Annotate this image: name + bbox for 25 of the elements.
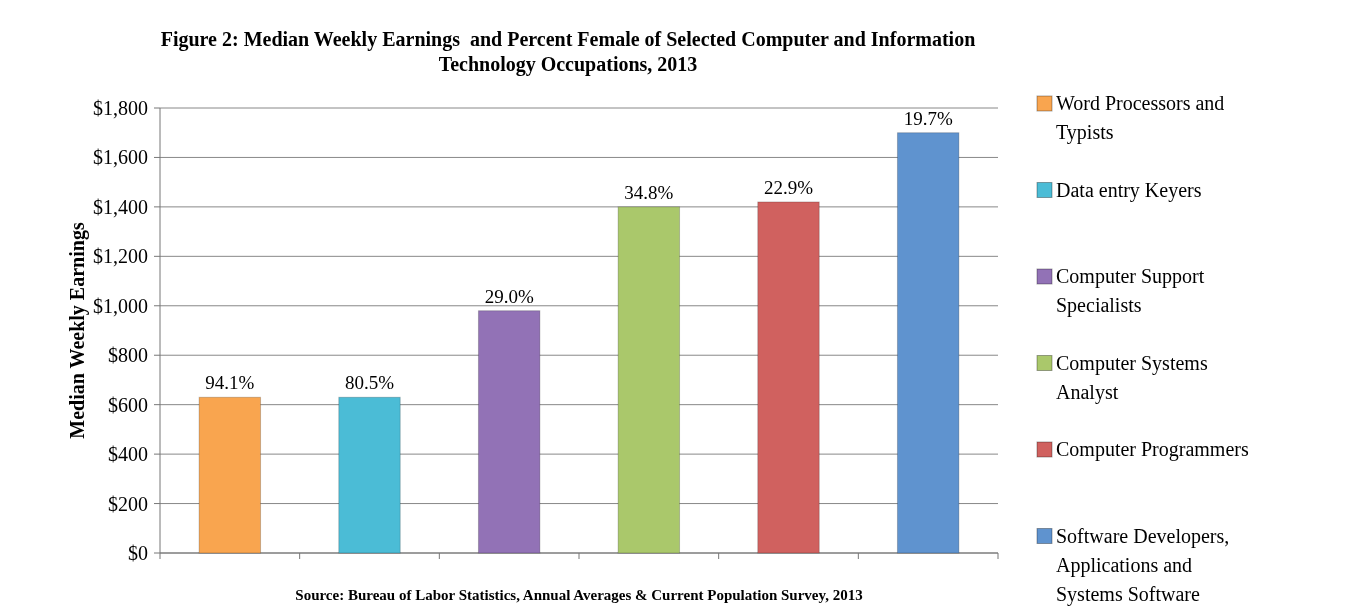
y-tick-label: $1,600 — [93, 146, 148, 169]
y-axis-title: Median Weekly Earnings — [66, 222, 89, 439]
legend-label: Computer Support Specialists — [1056, 265, 1205, 317]
legend-label: Data entry Keyers — [1056, 178, 1202, 202]
annotation: 29.0% — [484, 285, 534, 307]
source-note: Source: Bureau of Labor Statistics, Annual Averages & Current Population Survey, 2013 — [295, 587, 863, 603]
y-tick-label: $400 — [108, 443, 148, 466]
annotation: 34.8% — [624, 181, 674, 203]
y-tick-label: $0 — [128, 542, 148, 564]
y-tick-label: $1,800 — [93, 97, 148, 119]
annotation: 22.9% — [763, 176, 814, 198]
chart-title: Figure 2: Median Weekly Earnings and Percent Female of Selected Computer and Information Technology Occupations, 2013 — [160, 28, 976, 76]
y-tick-label: $1,000 — [93, 294, 148, 317]
annotation: 19.7% — [903, 107, 953, 129]
y-tick-label: $600 — [108, 393, 148, 416]
annotation: 94.1% — [205, 372, 255, 394]
legend-label: Computer Systems Analyst — [1056, 351, 1208, 404]
y-tick-label: $200 — [108, 492, 148, 515]
legend-label: Word Processors and Typists — [1056, 92, 1225, 144]
annotation: 80.5% — [344, 372, 395, 394]
legend-label: Computer Programmers — [1056, 438, 1249, 461]
legend-label: Software Developers, Applications and Systems Software — [1056, 524, 1230, 606]
y-tick-label: $800 — [108, 344, 148, 367]
y-tick-label: $1,400 — [93, 195, 148, 218]
y-tick-label: $1,200 — [93, 245, 148, 268]
